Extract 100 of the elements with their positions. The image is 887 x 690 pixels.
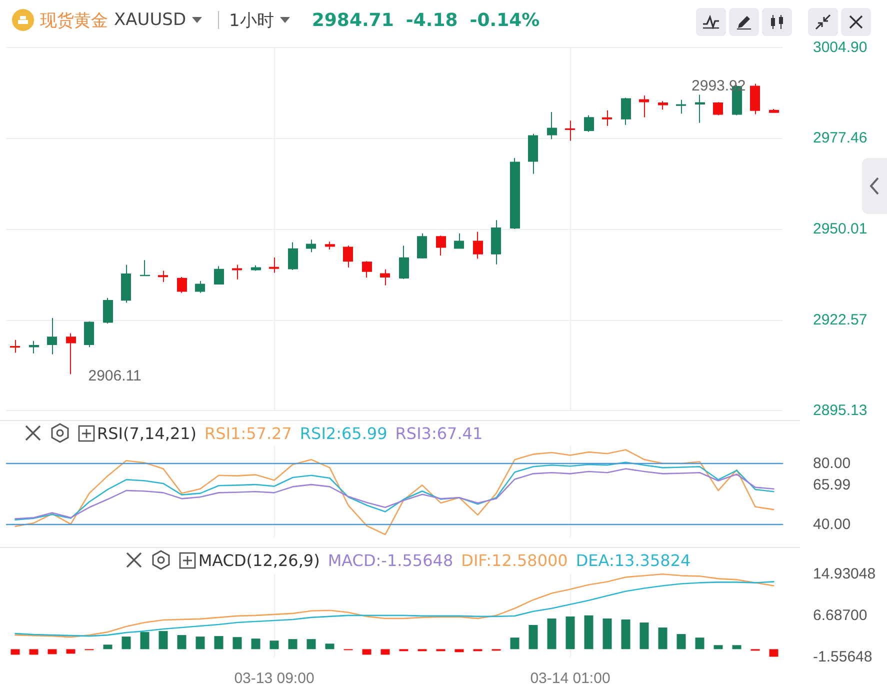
y-tick-label: 65.99 (813, 476, 851, 494)
y-tick-label: 40.00 (813, 516, 851, 534)
chart-title: RSI(7,14,21) (97, 424, 197, 442)
y-tick-label: 14.93048 (813, 566, 876, 582)
candlestick (306, 239, 316, 253)
text: MACD:-1.55648 (328, 550, 454, 570)
series-label: DEA:13.35824 (576, 550, 691, 570)
candlestick (436, 235, 446, 256)
bar (732, 645, 742, 650)
candlestick (473, 231, 483, 260)
bar (640, 622, 649, 650)
candlestick (658, 100, 668, 110)
candlestick (602, 110, 612, 126)
bar (602, 618, 612, 650)
chart-subtitle: XAUUSD (114, 10, 186, 30)
bar (29, 649, 38, 655)
candlestick (417, 232, 427, 259)
candlestick (713, 102, 723, 116)
text: 2984.71 (312, 10, 394, 30)
y-tick-label: 3004.90 (813, 39, 868, 56)
candlestick (288, 242, 298, 271)
text: 1小时 (229, 10, 274, 32)
bar (251, 638, 260, 650)
candlestick (29, 340, 39, 354)
bar (103, 644, 112, 650)
text: RSI2:65.99 (300, 424, 388, 442)
bar (325, 644, 334, 650)
y-tick-label: 80.00 (813, 454, 851, 472)
candlestick (103, 297, 113, 324)
chart-title: MACD(12,26,9) (198, 550, 320, 570)
candlestick (343, 245, 353, 268)
candlestick (362, 260, 372, 278)
x-tick-label: 03-14 01:00 (530, 670, 610, 687)
candlestick (195, 280, 205, 294)
y-tick-label: 2922.57 (813, 311, 868, 328)
candlestick (399, 245, 409, 280)
candlestick (769, 108, 779, 114)
candlestick (547, 111, 557, 140)
annotation: 2993.92 (692, 77, 746, 94)
y-tick-label: 2977.46 (813, 130, 868, 147)
candlestick (140, 260, 150, 277)
bar (288, 639, 298, 650)
bar (695, 638, 704, 650)
annotation: 2906.11 (88, 368, 142, 385)
y-tick-label: -1.55648 (813, 648, 872, 666)
candlestick (232, 264, 242, 280)
bar (362, 649, 372, 655)
bar (454, 649, 464, 652)
bar (528, 625, 538, 650)
series-label: DIF:12.58000 (461, 550, 568, 570)
candlestick (454, 232, 464, 249)
candlestick (121, 264, 131, 304)
bar (232, 637, 242, 650)
series-label: RSI1:57.27 (204, 424, 292, 442)
bar (66, 649, 76, 654)
bar (769, 649, 778, 657)
bar (158, 631, 168, 650)
bar (10, 649, 20, 655)
bar (214, 636, 224, 650)
text: RSI3:67.41 (395, 424, 483, 442)
candlestick (750, 83, 760, 115)
bar (584, 615, 594, 650)
candlestick (676, 99, 686, 114)
bar (177, 635, 186, 650)
candlestick (528, 133, 538, 174)
bar (380, 649, 390, 655)
y-tick-label: 6.68700 (813, 607, 868, 624)
bar (714, 645, 723, 650)
candlestick (510, 157, 520, 230)
text: -0.14% (470, 10, 540, 30)
candlestick (177, 276, 187, 294)
bar (140, 632, 150, 650)
candlestick (325, 241, 335, 250)
candlestick (695, 94, 705, 124)
bar (48, 649, 57, 654)
line-series (14, 449, 774, 536)
bar (676, 634, 686, 650)
candlestick (214, 266, 224, 284)
y-tick-label: 2895.13 (813, 402, 868, 419)
candlestick (84, 320, 94, 348)
candlestick (565, 120, 575, 142)
candlestick (584, 114, 594, 132)
text: -4.18 (406, 10, 458, 30)
candlestick (621, 97, 631, 126)
candlestick (380, 268, 390, 286)
bar (658, 628, 668, 650)
candlestick (251, 264, 261, 272)
bar (566, 616, 575, 650)
chart-title: 现货黄金 (40, 10, 108, 32)
bar (196, 636, 205, 650)
bar (547, 618, 556, 650)
candlestick (491, 220, 501, 265)
candlestick (269, 256, 279, 274)
y-tick-label: 2950.01 (813, 220, 868, 238)
bar (306, 639, 316, 650)
candlestick (639, 94, 649, 118)
candlestick (10, 339, 20, 354)
candlestick (47, 318, 57, 355)
bar (270, 640, 279, 650)
bar (122, 636, 131, 650)
